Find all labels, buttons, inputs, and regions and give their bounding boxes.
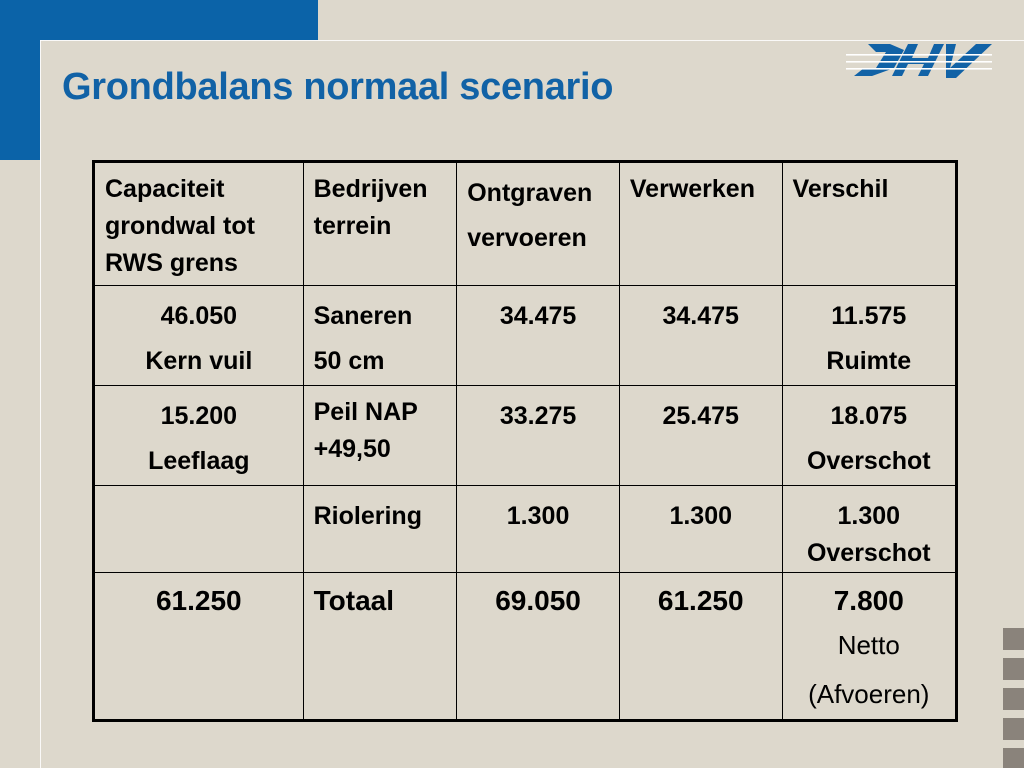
header-capaciteit: Capaciteit grondwal tot RWS grens — [93, 161, 304, 286]
table-total-row: 61.250 Totaal 69.050 61.250 7.800 Netto … — [93, 572, 958, 721]
header-text: grondwal tot — [105, 212, 255, 240]
header-text: vervoeren — [467, 224, 587, 252]
table-row: 15.200 Leeflaag Peil NAP +49,50 33.275 2… — [93, 385, 958, 486]
cell-value: 34.475 — [662, 302, 739, 330]
decorative-block — [1003, 718, 1024, 740]
cell-value: 33.275 — [499, 402, 577, 430]
header-text: Ontgraven — [467, 179, 593, 207]
cell-label: Overschot — [806, 539, 931, 567]
cell-terrein: Riolering — [302, 485, 458, 573]
divider-horizontal — [40, 40, 1024, 41]
cell-ontgraven: 34.475 — [456, 285, 620, 386]
header-verwerken: Verwerken — [618, 161, 783, 286]
cell-verschil: 18.075 Overschot — [781, 385, 958, 486]
cell-capaciteit: 46.050 Kern vuil — [93, 285, 304, 386]
cell-verwerken: 25.475 — [618, 385, 783, 486]
cell-label: +49,50 — [313, 435, 391, 463]
cell-label: Leeflaag — [148, 447, 250, 475]
header-text: Verwerken — [629, 175, 755, 203]
total-verschil: 7.800 Netto (Afvoeren) — [781, 572, 958, 721]
cell-value: 1.300 — [669, 502, 732, 530]
cell-verschil: 11.575 Ruimte — [781, 285, 958, 386]
header-bedrijven-terrein: Bedrijven terrein — [302, 161, 458, 286]
cell-value: 46.050 — [160, 302, 238, 330]
header-verschil: Verschil — [781, 161, 958, 286]
decorative-block — [1003, 658, 1024, 680]
header-text: Bedrijven — [313, 175, 428, 203]
cell-terrein: Saneren 50 cm — [302, 285, 458, 386]
total-note: (Afvoeren) — [808, 679, 930, 709]
total-value: 7.800 — [833, 585, 904, 616]
total-value: 61.250 — [155, 585, 242, 616]
cell-capaciteit: 15.200 Leeflaag — [93, 385, 304, 486]
decorative-block — [1003, 748, 1024, 768]
cell-label: Overschot — [806, 447, 931, 475]
cell-value: 15.200 — [160, 402, 238, 430]
cell-verwerken: 1.300 — [618, 485, 783, 573]
cell-ontgraven: 1.300 — [456, 485, 620, 573]
divider-vertical — [40, 40, 41, 768]
decorative-block — [1003, 628, 1024, 650]
cell-value: 34.475 — [499, 302, 577, 330]
total-ontgraven: 69.050 — [456, 572, 620, 721]
cell-label: 50 cm — [313, 347, 385, 375]
cell-capaciteit-empty — [93, 485, 304, 573]
header-accent-bar — [0, 0, 318, 40]
table-row: 46.050 Kern vuil Saneren 50 cm 34.475 34… — [93, 285, 958, 386]
cell-value: 11.575 — [831, 302, 907, 330]
total-verwerken: 61.250 — [618, 572, 783, 721]
page-title: Grondbalans normaal scenario — [62, 66, 614, 108]
header-text: Verschil — [792, 175, 889, 203]
cell-label: Riolering — [313, 502, 422, 530]
cell-label: Peil NAP — [313, 398, 418, 426]
total-value: 69.050 — [495, 585, 581, 616]
total-value: 61.250 — [657, 585, 744, 616]
decorative-block — [1003, 688, 1024, 710]
side-accent-bar — [0, 0, 40, 160]
cell-ontgraven: 33.275 — [456, 385, 620, 486]
total-label: Totaal — [302, 572, 458, 721]
cell-value: 1.300 — [837, 502, 901, 530]
cell-label: Saneren — [313, 302, 413, 330]
header-ontgraven: Ontgraven vervoeren — [456, 161, 620, 286]
header-text: Capaciteit — [105, 175, 225, 203]
table-row: Riolering 1.300 1.300 1.300 Overschot — [93, 485, 958, 573]
cell-verschil: 1.300 Overschot — [781, 485, 958, 573]
table-header-row: Capaciteit grondwal tot RWS grens Bedrij… — [93, 161, 958, 286]
header-text: terrein — [313, 212, 392, 240]
grondbalans-table: Capaciteit grondwal tot RWS grens Bedrij… — [92, 160, 958, 722]
cell-label: Ruimte — [826, 347, 912, 375]
cell-label: Kern vuil — [145, 347, 253, 375]
cell-verwerken: 34.475 — [618, 285, 783, 386]
cell-value: 18.075 — [830, 402, 907, 430]
cell-terrein: Peil NAP +49,50 — [302, 385, 458, 486]
cell-value: 1.300 — [506, 502, 570, 530]
total-text: Totaal — [313, 585, 395, 616]
total-capaciteit: 61.250 — [93, 572, 304, 721]
cell-value: 25.475 — [662, 402, 739, 430]
total-note: Netto — [837, 630, 900, 660]
dhv-logo-icon — [846, 44, 992, 78]
header-text: RWS grens — [105, 249, 238, 277]
